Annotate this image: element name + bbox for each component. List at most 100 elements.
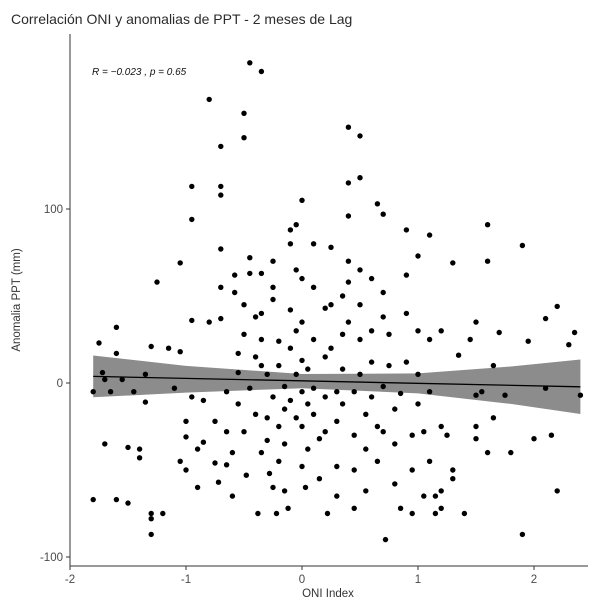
data-point: [215, 479, 222, 485]
data-point: [299, 275, 305, 282]
data-point: [241, 302, 247, 308]
data-point: [113, 496, 120, 503]
data-point: [392, 481, 398, 487]
data-point: [415, 401, 421, 407]
x-tick-label: 1: [415, 574, 421, 586]
data-point: [183, 434, 189, 440]
data-point: [571, 329, 578, 336]
data-point: [305, 446, 311, 452]
data-point: [160, 510, 166, 517]
data-point: [148, 343, 154, 350]
data-point: [218, 284, 224, 290]
data-point: [380, 211, 386, 217]
data-point: [386, 362, 392, 369]
data-point: [403, 227, 410, 233]
data-point: [322, 429, 328, 435]
data-point: [229, 449, 236, 456]
data-point: [264, 371, 270, 377]
y-tick-label: 0: [57, 378, 63, 390]
data-point: [421, 493, 427, 499]
data-point: [189, 216, 195, 223]
confidence-band-layer: [93, 355, 581, 414]
data-point: [351, 389, 357, 395]
data-point: [241, 429, 247, 435]
data-point: [351, 467, 357, 473]
y-tick-label: -100: [40, 552, 63, 564]
data-point: [357, 267, 363, 273]
data-point: [334, 463, 340, 470]
data-point: [136, 455, 143, 461]
data-point: [473, 392, 479, 398]
data-point: [223, 429, 230, 435]
data-point: [171, 385, 178, 391]
data-point: [328, 244, 334, 250]
x-tick-label: -1: [181, 574, 191, 586]
data-point: [276, 423, 282, 430]
data-point: [392, 406, 398, 412]
y-axis-ticks: -100 0 100: [40, 204, 70, 564]
data-point: [421, 429, 427, 435]
x-tick-label: 2: [531, 574, 537, 586]
data-point: [200, 397, 207, 404]
data-point: [258, 310, 265, 317]
data-point: [374, 458, 381, 464]
data-point: [374, 423, 381, 430]
data-point: [438, 488, 444, 494]
data-point: [218, 183, 224, 190]
data-point: [426, 458, 433, 464]
data-point: [270, 484, 276, 491]
data-point: [287, 397, 294, 404]
data-point: [438, 328, 444, 334]
data-point: [119, 376, 125, 383]
data-point: [496, 329, 502, 336]
data-point: [154, 279, 160, 285]
data-point: [270, 296, 276, 303]
data-point: [473, 319, 479, 325]
data-point: [461, 510, 468, 517]
data-point: [345, 213, 352, 219]
data-point: [438, 505, 444, 511]
data-point: [241, 331, 247, 337]
data-point: [339, 293, 346, 299]
data-point: [508, 449, 514, 456]
data-point: [302, 484, 309, 491]
data-point: [409, 432, 415, 438]
data-point: [351, 432, 357, 438]
data-point: [189, 394, 195, 400]
data-point: [299, 197, 305, 203]
data-point: [281, 406, 288, 412]
data-point: [334, 418, 340, 424]
data-point: [165, 345, 172, 351]
data-point: [131, 389, 137, 395]
data-point: [577, 392, 584, 398]
data-point: [270, 258, 276, 264]
data-point: [229, 493, 236, 499]
data-point: [243, 472, 249, 478]
chart-title: Correlación ONI y anomalias de PPT - 2 m…: [11, 11, 352, 27]
data-point: [554, 488, 560, 494]
data-point: [316, 436, 323, 442]
data-point: [450, 476, 456, 482]
data-point: [525, 338, 531, 344]
data-point: [310, 385, 317, 391]
data-point: [107, 389, 114, 395]
data-point: [415, 371, 421, 377]
data-point: [102, 376, 108, 383]
data-point: [258, 68, 265, 75]
data-point: [566, 342, 572, 348]
data-point: [194, 446, 201, 452]
data-point: [287, 307, 294, 313]
data-point: [183, 418, 189, 424]
data-point: [264, 415, 270, 421]
data-point: [403, 272, 410, 278]
data-point: [322, 354, 328, 360]
data-point: [232, 289, 238, 296]
data-point: [310, 241, 317, 247]
data-point: [125, 500, 131, 506]
data-point: [206, 96, 212, 103]
data-point: [409, 510, 415, 517]
data-point: [310, 411, 317, 417]
data-point: [403, 359, 410, 365]
data-point: [339, 331, 346, 337]
